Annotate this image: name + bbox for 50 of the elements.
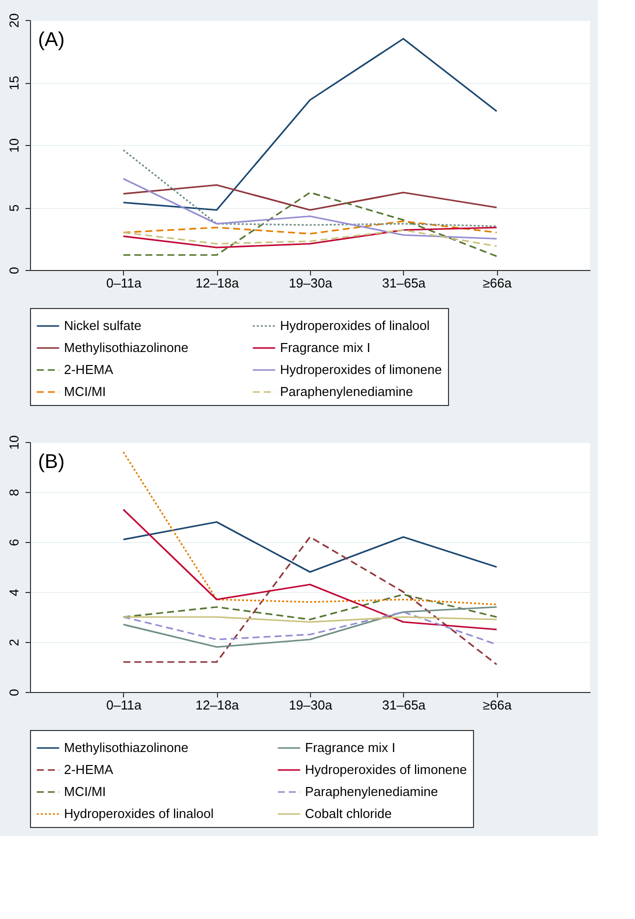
- annotation: (B): [38, 451, 65, 473]
- legend-label: Nickel sulfate: [64, 318, 142, 333]
- line-series: [122, 184, 498, 211]
- legend-label: Fragrance mix I: [305, 740, 396, 755]
- line-series: [122, 508, 498, 630]
- legend-label: 2-HEMA: [64, 362, 114, 377]
- x-tick-label: ≥66a: [482, 276, 512, 290]
- legend-label: Hydroperoxides of limonene: [280, 362, 442, 377]
- legend-label: Fragrance mix I: [280, 340, 370, 355]
- line-series: [122, 594, 498, 620]
- x-tick-label: 19–30a: [288, 698, 333, 712]
- line-series: [122, 149, 498, 228]
- legend-label: Hydroperoxides of linalool: [280, 318, 430, 333]
- legend-label: MCI/MI: [64, 784, 106, 799]
- y-tick-label: 0: [6, 688, 22, 696]
- y-tick-label: 4: [6, 588, 22, 596]
- legend-label: Paraphenylenediamine: [305, 784, 438, 799]
- y-tick-label: 10: [6, 138, 22, 153]
- legend-label: Cobalt chloride: [305, 806, 392, 821]
- line-series: [122, 38, 498, 211]
- line-series: [122, 521, 498, 573]
- legend-label: 2-HEMA: [64, 762, 114, 777]
- x-tick-label: 31–65a: [382, 698, 426, 712]
- y-tick-label: 10: [6, 435, 22, 450]
- y-tick-label: 6: [6, 538, 22, 546]
- x-tick-label: 12–18a: [195, 276, 240, 290]
- y-tick-label: 8: [6, 488, 22, 496]
- line-series: [122, 220, 498, 235]
- x-tick-label: 31–65a: [382, 276, 426, 290]
- line-series: [122, 451, 498, 606]
- legend-label: Methylisothiazolinone: [64, 740, 188, 755]
- legend-label: Paraphenylenediamine: [280, 384, 413, 399]
- y-tick-label: 5: [6, 204, 22, 212]
- x-tick-label: ≥66a: [482, 698, 512, 712]
- legend-label: MCI/MI: [64, 384, 106, 399]
- x-tick-label: 0–11a: [106, 276, 142, 290]
- x-tick-label: 12–18a: [195, 698, 240, 712]
- line-series: [122, 536, 498, 666]
- legend-label: Hydroperoxides of linalool: [64, 806, 214, 821]
- legend-label: Methylisothiazolinone: [64, 340, 188, 355]
- annotation: (A): [38, 29, 65, 51]
- x-tick-label: 0–11a: [106, 698, 142, 712]
- legend-label: Hydroperoxides of limonene: [305, 762, 467, 777]
- y-tick-label: 20: [6, 13, 22, 28]
- y-tick-label: 2: [6, 638, 22, 646]
- line-series: [122, 192, 498, 258]
- y-tick-label: 0: [6, 266, 22, 274]
- y-tick-label: 15: [6, 76, 22, 90]
- x-tick-label: 19–30a: [288, 276, 333, 290]
- line-series: [122, 178, 498, 240]
